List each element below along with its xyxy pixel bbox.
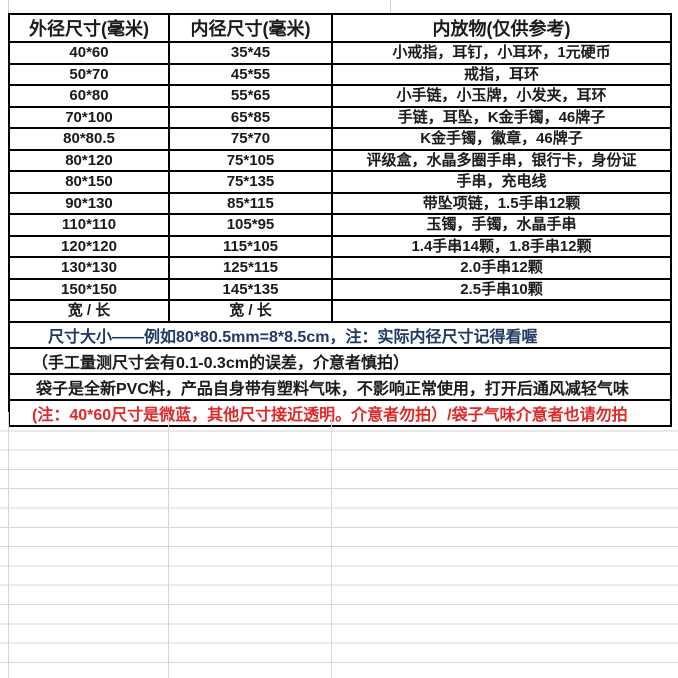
table-row: 70*100 65*85 手链，耳坠，K金手镯，46牌子 xyxy=(8,105,672,129)
inner-size-cell: 85*115 xyxy=(168,191,333,215)
notes-body: 尺寸大小——例如80*80.5mm=8*8.5cm，注：实际内径尺寸记得看喔 （手… xyxy=(8,320,672,427)
grid-line xyxy=(168,412,169,678)
inner-size-cell: 55*65 xyxy=(168,84,333,108)
outer-size-cell: 80*150 xyxy=(8,170,170,194)
note-text: 袋子是全新PVC料，产品自身带有塑料气味，不影响正常使用，打开后通风减轻气味 xyxy=(8,372,672,401)
contents-cell: 评级盒，水晶多圈手串，银行卡，身份证 xyxy=(331,148,672,172)
contents-cell: 戒指，耳环 xyxy=(331,62,672,86)
contents-cell: 玉镯，手镯，水晶手串 xyxy=(331,213,672,237)
outer-size-cell: 80*80.5 xyxy=(8,127,170,151)
table-row: 50*70 45*55 戒指，耳环 xyxy=(8,62,672,86)
table-row: 宽 / 长宽 / 长 xyxy=(8,299,672,323)
inner-size-cell: 75*105 xyxy=(168,148,333,172)
col-header-outer-size: 外径尺寸(毫米) xyxy=(8,13,170,43)
top-strip xyxy=(0,0,678,13)
contents-cell: 2.5手串10颗 xyxy=(331,277,672,301)
table-row: 40*60 35*45 小戒指，耳钉，小耳环，1元硬币 xyxy=(8,41,672,65)
contents-cell: 小戒指，耳钉，小耳环，1元硬币 xyxy=(331,41,672,65)
contents-cell: K金手镯，徽章，46牌子 xyxy=(331,127,672,151)
outer-size-cell: 80*120 xyxy=(8,148,170,172)
contents-cell: 手链，耳坠，K金手镯，46牌子 xyxy=(331,105,672,129)
table-row: 90*130 85*115 带坠项链，1.5手串12颗 xyxy=(8,191,672,215)
empty-grid-area xyxy=(0,412,678,678)
table-body: 40*60 35*45 小戒指，耳钉，小耳环，1元硬币 50*70 45*55 戒指，耳环… xyxy=(8,41,672,323)
table-row: 120*120 115*105 1.4手串14颗，1.8手串12颗 xyxy=(8,234,672,258)
inner-size-cell: 75*135 xyxy=(168,170,333,194)
col-header-inner-size: 内径尺寸(毫米) xyxy=(168,13,333,43)
note-row: 尺寸大小——例如80*80.5mm=8*8.5cm，注：实际内径尺寸记得看喔 xyxy=(8,320,672,349)
table-row: 80*150 75*135 手串，充电线 xyxy=(8,170,672,194)
outer-size-cell: 90*130 xyxy=(8,191,170,215)
size-chart-table: 外径尺寸(毫米) 内径尺寸(毫米) 内放物(仅供参考) 40*60 35*45 小戒… xyxy=(8,13,672,427)
grid-line xyxy=(8,0,9,13)
outer-size-cell: 110*110 xyxy=(8,213,170,237)
outer-size-cell: 40*60 xyxy=(8,41,170,65)
grid-line xyxy=(8,412,9,678)
outer-size-cell: 150*150 xyxy=(8,277,170,301)
col-header-contents: 内放物(仅供参考) xyxy=(331,13,672,43)
inner-size-cell: 65*85 xyxy=(168,105,333,129)
table-row: 130*130 125*115 2.0手串12颗 xyxy=(8,256,672,280)
contents-cell xyxy=(331,299,672,323)
grid-line xyxy=(390,0,391,13)
table-row: 150*150 145*135 2.5手串10颗 xyxy=(8,277,672,301)
inner-size-cell: 75*70 xyxy=(168,127,333,151)
outer-size-cell: 130*130 xyxy=(8,256,170,280)
contents-cell: 2.0手串12颗 xyxy=(331,256,672,280)
inner-size-cell: 145*135 xyxy=(168,277,333,301)
table-row: 60*80 55*65 小手链，小玉牌，小发夹，耳环 xyxy=(8,84,672,108)
contents-cell: 手串，充电线 xyxy=(331,170,672,194)
table-row: 80*80.5 75*70 K金手镯，徽章，46牌子 xyxy=(8,127,672,151)
inner-size-cell: 35*45 xyxy=(168,41,333,65)
contents-cell: 小手链，小玉牌，小发夹，耳环 xyxy=(331,84,672,108)
header-row: 外径尺寸(毫米) 内径尺寸(毫米) 内放物(仅供参考) xyxy=(8,13,672,43)
outer-size-cell: 120*120 xyxy=(8,234,170,258)
note-row: 袋子是全新PVC料，产品自身带有塑料气味，不影响正常使用，打开后通风减轻气味 xyxy=(8,372,672,401)
outer-size-cell: 70*100 xyxy=(8,105,170,129)
inner-size-cell: 45*55 xyxy=(168,62,333,86)
table-row: 80*120 75*105 评级盒，水晶多圈手串，银行卡，身份证 xyxy=(8,148,672,172)
grid-line xyxy=(331,412,332,678)
inner-size-cell: 125*115 xyxy=(168,256,333,280)
table-row: 110*110 105*95 玉镯，手镯，水晶手串 xyxy=(8,213,672,237)
outer-size-cell: 60*80 xyxy=(8,84,170,108)
inner-size-cell: 宽 / 长 xyxy=(168,299,333,323)
outer-size-cell: 50*70 xyxy=(8,62,170,86)
inner-size-cell: 115*105 xyxy=(168,234,333,258)
outer-size-cell: 宽 / 长 xyxy=(8,299,170,323)
inner-size-cell: 105*95 xyxy=(168,213,333,237)
note-text: 尺寸大小——例如80*80.5mm=8*8.5cm，注：实际内径尺寸记得看喔 xyxy=(8,320,672,349)
note-row: （手工量测尺寸会有0.1-0.3cm的误差，介意者慎拍） xyxy=(8,346,672,375)
note-text: （手工量测尺寸会有0.1-0.3cm的误差，介意者慎拍） xyxy=(8,346,672,375)
contents-cell: 带坠项链，1.5手串12颗 xyxy=(331,191,672,215)
contents-cell: 1.4手串14颗，1.8手串12颗 xyxy=(331,234,672,258)
